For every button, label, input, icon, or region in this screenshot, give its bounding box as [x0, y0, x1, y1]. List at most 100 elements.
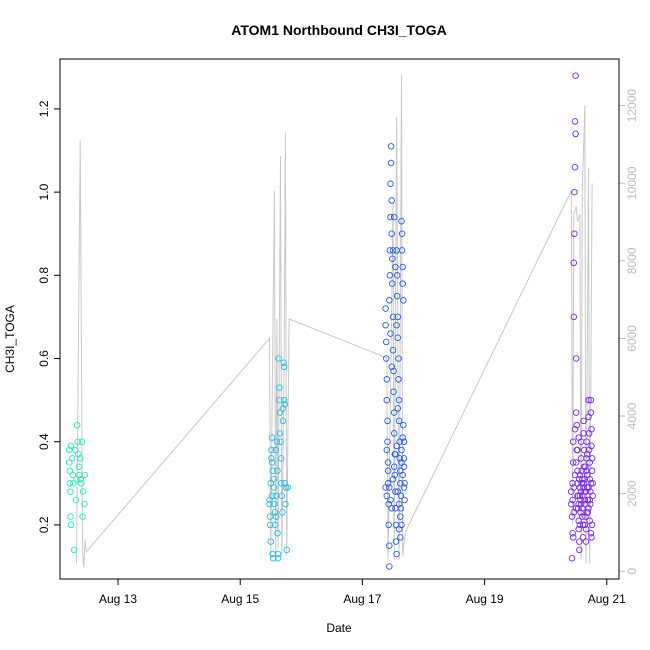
data-point	[386, 247, 394, 254]
data-point	[280, 363, 288, 371]
data-point	[574, 446, 581, 454]
data-point	[271, 509, 279, 516]
data-point	[266, 513, 274, 520]
data-point	[382, 484, 389, 491]
y-tick-label: 0.4	[37, 433, 51, 450]
data-point	[393, 442, 400, 450]
data-point	[267, 538, 275, 545]
data-point	[568, 513, 576, 520]
data-point	[390, 463, 398, 470]
data-point	[587, 529, 595, 537]
data-point	[572, 459, 580, 466]
data-point	[581, 521, 589, 529]
data-point	[575, 500, 582, 508]
data-point	[390, 409, 398, 416]
data-point	[270, 484, 278, 491]
data-point	[572, 409, 580, 416]
data-point	[272, 492, 279, 500]
data-point	[387, 330, 394, 337]
data-point	[281, 401, 289, 408]
y2-tick-label: 0	[625, 568, 639, 575]
data-point	[388, 505, 395, 512]
data-point	[576, 538, 583, 545]
data-point	[390, 367, 397, 375]
data-point	[266, 521, 274, 529]
data-point	[81, 471, 89, 479]
data-point	[72, 496, 80, 504]
data-point	[279, 509, 286, 516]
data-point	[66, 480, 74, 487]
data-point	[398, 230, 406, 237]
data-point	[579, 475, 586, 483]
axes-layer: Aug 13 Aug 15 Aug 17 Aug 19 Aug 21 0.2 0.4 0.6 0…	[37, 89, 639, 606]
data-point	[587, 500, 594, 508]
data-point	[382, 321, 389, 329]
x-tick-label: Aug 17	[343, 592, 381, 606]
data-point	[268, 492, 276, 500]
data-point	[389, 280, 396, 287]
data-point	[284, 484, 292, 491]
data-point	[72, 446, 79, 454]
data-point	[81, 500, 88, 508]
plot-frame	[59, 58, 620, 580]
data-point	[570, 484, 578, 491]
data-point	[280, 359, 287, 366]
data-point	[386, 542, 393, 549]
y-tick-label: 1.0	[37, 183, 51, 200]
data-point	[67, 513, 74, 520]
data-point	[394, 488, 402, 495]
data-point	[396, 455, 403, 462]
data-point	[382, 338, 390, 346]
data-point	[571, 188, 578, 196]
data-point	[392, 263, 399, 271]
data-point	[387, 159, 395, 167]
data-point	[388, 363, 395, 371]
data-point	[400, 438, 408, 445]
data-point	[401, 496, 408, 504]
data-point	[399, 263, 406, 271]
x-axis-label: Date	[326, 621, 352, 635]
data-point	[392, 488, 399, 495]
data-point	[579, 534, 587, 541]
data-point	[390, 213, 398, 221]
y2-tick-label: 12000	[625, 89, 639, 123]
data-point	[391, 471, 399, 479]
data-point	[579, 521, 587, 529]
data-point	[68, 455, 76, 462]
y2-tick-label: 8000	[625, 247, 639, 274]
data-point	[589, 480, 596, 487]
data-point	[575, 525, 582, 533]
data-point	[580, 417, 587, 425]
data-point	[278, 492, 286, 500]
data-point	[383, 396, 391, 404]
data-point	[569, 459, 577, 466]
data-point	[274, 550, 282, 558]
data-point	[569, 438, 577, 445]
data-point	[67, 521, 75, 529]
y-tick-label: 0.6	[37, 350, 51, 367]
data-point	[70, 546, 78, 554]
data-point	[67, 488, 74, 495]
data-point	[400, 297, 407, 304]
data-point	[279, 417, 287, 425]
data-point	[389, 346, 397, 354]
y2-tick-label: 2000	[625, 480, 639, 507]
data-point	[274, 529, 281, 537]
data-point	[393, 272, 401, 279]
data-point	[276, 384, 283, 391]
data-point	[397, 505, 405, 512]
data-point	[587, 396, 595, 404]
altitude-line-layer	[76, 74, 593, 568]
data-point	[392, 450, 399, 458]
data-point	[569, 534, 577, 541]
data-point	[588, 442, 595, 450]
data-point	[383, 446, 391, 454]
data-point	[568, 554, 576, 562]
data-point	[582, 525, 590, 533]
data-point	[395, 417, 403, 425]
altitude-line	[76, 74, 593, 568]
data-point	[395, 376, 402, 383]
data-point	[397, 492, 405, 500]
x-tick-label: Aug 21	[588, 592, 626, 606]
x-tick-label: Aug 15	[221, 592, 259, 606]
